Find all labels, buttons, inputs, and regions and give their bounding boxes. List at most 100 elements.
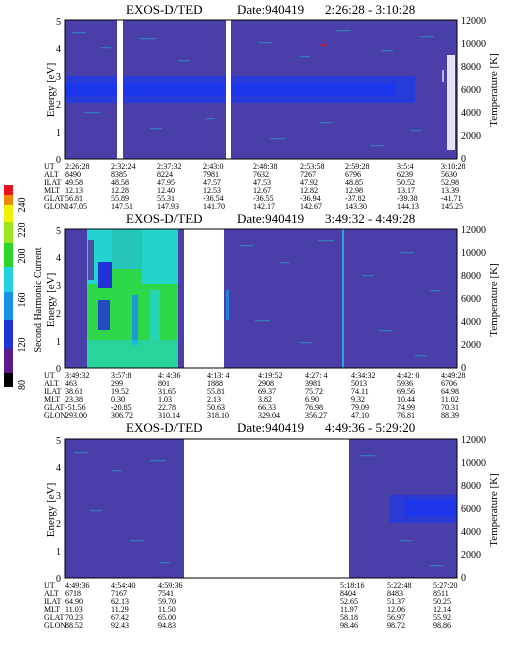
panel-time-range: 3:49:32 - 4:49:28 xyxy=(325,211,415,226)
ephemeris-value: 50.25 xyxy=(433,597,451,606)
ephemeris-value: 12.67 xyxy=(253,186,271,195)
ephemeris-column: 2:53:58 7267 47.92 12.82 -36.94 142.67 xyxy=(300,162,324,211)
ephemeris-value: 79.09 xyxy=(351,403,369,412)
ephemeris-value: 70.23 xyxy=(65,613,83,622)
y-tick-label: 1 xyxy=(56,128,61,139)
ephemeris-value: 318.10 xyxy=(207,411,229,420)
data-gap xyxy=(226,20,231,159)
ephemeris-label: ILAT xyxy=(44,597,61,606)
ephemeris-value: 144.13 xyxy=(397,202,419,211)
ephemeris-value: 88.39 xyxy=(441,411,459,420)
ephemeris-column: 4:49:28 6706 64.98 11.02 70.31 88.39 xyxy=(441,371,465,420)
plot-frame xyxy=(64,228,458,369)
y-tick-label: 5 xyxy=(56,436,61,447)
colorbar-seg xyxy=(4,267,13,292)
ephemeris-value: 293.00 xyxy=(65,411,87,420)
ephemeris-value: 4:27: 4 xyxy=(305,371,327,380)
data-gap xyxy=(184,229,224,368)
ephemeris-column: 5:27:20 8511 50.25 12.14 55.92 98.86 xyxy=(433,581,457,630)
ephemeris-value: 4:54:40 xyxy=(111,581,135,590)
ephemeris-value: 98.72 xyxy=(387,621,405,630)
y-tick-label: 4 xyxy=(56,463,61,474)
colorbar-seg xyxy=(4,205,13,222)
ephemeris-column: 5:22:48 8483 51.37 12.06 56.97 98.72 xyxy=(387,581,411,630)
y2-axis-label: Temperature [K] xyxy=(488,263,500,336)
colorbar-seg xyxy=(4,320,13,349)
ephemeris-value: 70.31 xyxy=(441,403,459,412)
ephemeris-value: 59.70 xyxy=(158,597,176,606)
ephemeris-row-labels: UT ALT ILAT MLT GLAT GLON xyxy=(44,162,66,211)
ephemeris-value: -20.85 xyxy=(111,403,132,412)
ephemeris-value: 2:48:38 xyxy=(253,162,277,171)
ephemeris-value: 62.13 xyxy=(111,597,129,606)
ephemeris-value: 31.65 xyxy=(158,387,176,396)
ephemeris-value: 22.78 xyxy=(158,403,176,412)
vertical-streak xyxy=(226,290,229,320)
ephemeris-value: 74.99 xyxy=(397,403,415,412)
y2-tick-label: 6000 xyxy=(461,294,481,305)
ephemeris-value: 2:43:0 xyxy=(203,162,223,171)
colorbar-label: Second Harmonic Current xyxy=(33,247,44,352)
ephemeris-value: 12.98 xyxy=(345,186,363,195)
ephemeris-column: 4:54:40 7167 62.13 11.29 67.42 92.43 xyxy=(111,581,135,630)
ephemeris-value: -41.71 xyxy=(441,194,462,203)
ephemeris-value: 3:57:8 xyxy=(111,371,131,380)
colorbar-seg xyxy=(4,222,13,243)
ephemeris-value: 38.61 xyxy=(65,387,83,396)
ephemeris-value: 4: 4:36 xyxy=(158,371,180,380)
y-axis-label: Energy [eV] xyxy=(45,483,57,537)
ephemeris-table: UT ALT ILAT MLT GLAT GLON 3:49:32 463 38… xyxy=(44,371,465,420)
ephemeris-value: 10.44 xyxy=(397,395,415,404)
data-gap xyxy=(447,55,455,150)
ephemeris-value: 2:59:28 xyxy=(345,162,369,171)
speckle xyxy=(84,112,100,114)
ephemeris-value: 0.30 xyxy=(111,395,125,404)
speckle xyxy=(270,138,285,140)
colorbar-seg xyxy=(4,243,13,267)
speckle xyxy=(430,290,440,292)
data-gap xyxy=(117,20,123,159)
ephemeris-value: 7267 xyxy=(300,170,316,179)
ephemeris-label: MLT xyxy=(44,186,60,195)
colorbar-seg xyxy=(4,185,13,195)
ephemeris-value: 8404 xyxy=(340,589,356,598)
y-axis-left: 0 1 2 3 4 5 Energy [eV] xyxy=(45,226,61,375)
panel-date: Date:940419 xyxy=(237,2,304,17)
ephemeris-value: 7981 xyxy=(203,170,219,179)
ephemeris-column: 4:49:36 6718 64.90 11.03 70.23 88.52 xyxy=(65,581,89,630)
speckle xyxy=(258,42,272,44)
speckle xyxy=(72,32,86,34)
ephemeris-value: 6718 xyxy=(65,589,81,598)
colorbar: 80 120 160 200 220 240 Second Harmonic C… xyxy=(4,185,44,390)
y-axis-left: 0 1 2 3 4 5 Energy [eV] xyxy=(45,17,61,166)
ephemeris-label: UT xyxy=(44,162,55,171)
ephemeris-value: 48.58 xyxy=(111,178,129,187)
ephemeris-value: 329.04 xyxy=(258,411,280,420)
panel-date: Date:940419 xyxy=(237,211,304,226)
spectrogram-texture xyxy=(240,240,440,357)
ephemeris-value: 141.70 xyxy=(203,202,225,211)
ephemeris-label: MLT xyxy=(44,605,60,614)
y2-axis-label: Temperature [K] xyxy=(488,53,500,126)
spectrogram-texture xyxy=(74,452,444,567)
heat-cell xyxy=(98,262,112,288)
y2-axis-label: Temperature [K] xyxy=(488,473,500,546)
y2-tick-label: 2000 xyxy=(461,550,481,561)
ephemeris-value: 356.27 xyxy=(305,411,327,420)
ephemeris-value: 8483 xyxy=(387,589,403,598)
ephemeris-label: ALT xyxy=(44,170,59,179)
ephemeris-value: 47.53 xyxy=(253,178,271,187)
ephemeris-value: 4:13: 4 xyxy=(207,371,229,380)
ephemeris-value: -36.54 xyxy=(203,194,224,203)
y-tick-label: 4 xyxy=(56,253,61,264)
ephemeris-value: 47.57 xyxy=(203,178,221,187)
speckle xyxy=(178,60,190,62)
y-tick-label: 1 xyxy=(56,547,61,558)
ephemeris-value: 5630 xyxy=(441,170,457,179)
heat-cell xyxy=(132,295,138,345)
panel-time-range: 2:26:28 - 3:10:28 xyxy=(325,2,415,17)
ephemeris-value: 2908 xyxy=(258,379,274,388)
y-tick-label: 2 xyxy=(56,309,61,320)
ephemeris-value: 67.42 xyxy=(111,613,129,622)
